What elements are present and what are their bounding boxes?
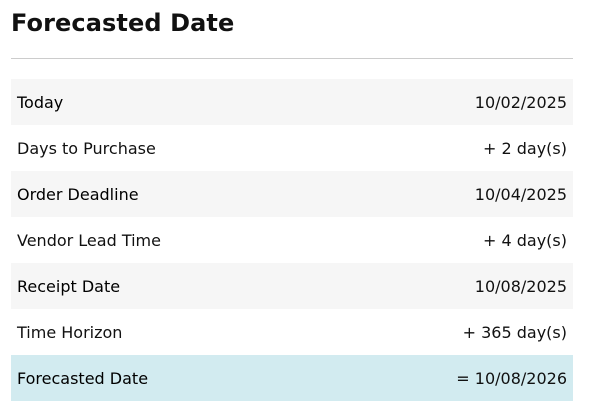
row-label: Days to Purchase [17,138,156,158]
page-title: Forecasted Date [11,9,235,37]
row-value: + 2 day(s) [482,138,567,158]
row-label: Vendor Lead Time [17,230,161,250]
row-value: + 4 day(s) [482,230,567,250]
row-today: Today 10/02/2025 [11,79,573,125]
row-label: Time Horizon [17,322,123,342]
row-receipt-date: Receipt Date 10/08/2025 [11,263,573,309]
forecast-panel: Forecasted Date Today 10/02/2025 Days to… [11,0,573,401]
row-vendor-lead-time: Vendor Lead Time + 4 day(s) [11,217,573,263]
row-order-deadline: Order Deadline 10/04/2025 [11,171,573,217]
row-value: 10/02/2025 [474,92,567,112]
row-days-to-purchase: Days to Purchase + 2 day(s) [11,125,573,171]
row-label: Today [17,92,64,112]
row-label: Forecasted Date [17,368,149,388]
title-divider [11,58,573,59]
row-forecasted-date: Forecasted Date = 10/08/2026 [11,355,573,401]
row-value: 10/04/2025 [474,184,567,204]
forecast-table: Today 10/02/2025 Days to Purchase + 2 da… [11,79,573,401]
row-label: Receipt Date [17,276,121,296]
row-time-horizon: Time Horizon + 365 day(s) [11,309,573,355]
row-value: 10/08/2025 [474,276,567,296]
row-value: + 365 day(s) [462,322,567,342]
row-label: Order Deadline [17,184,139,204]
row-value: = 10/08/2026 [456,368,567,388]
